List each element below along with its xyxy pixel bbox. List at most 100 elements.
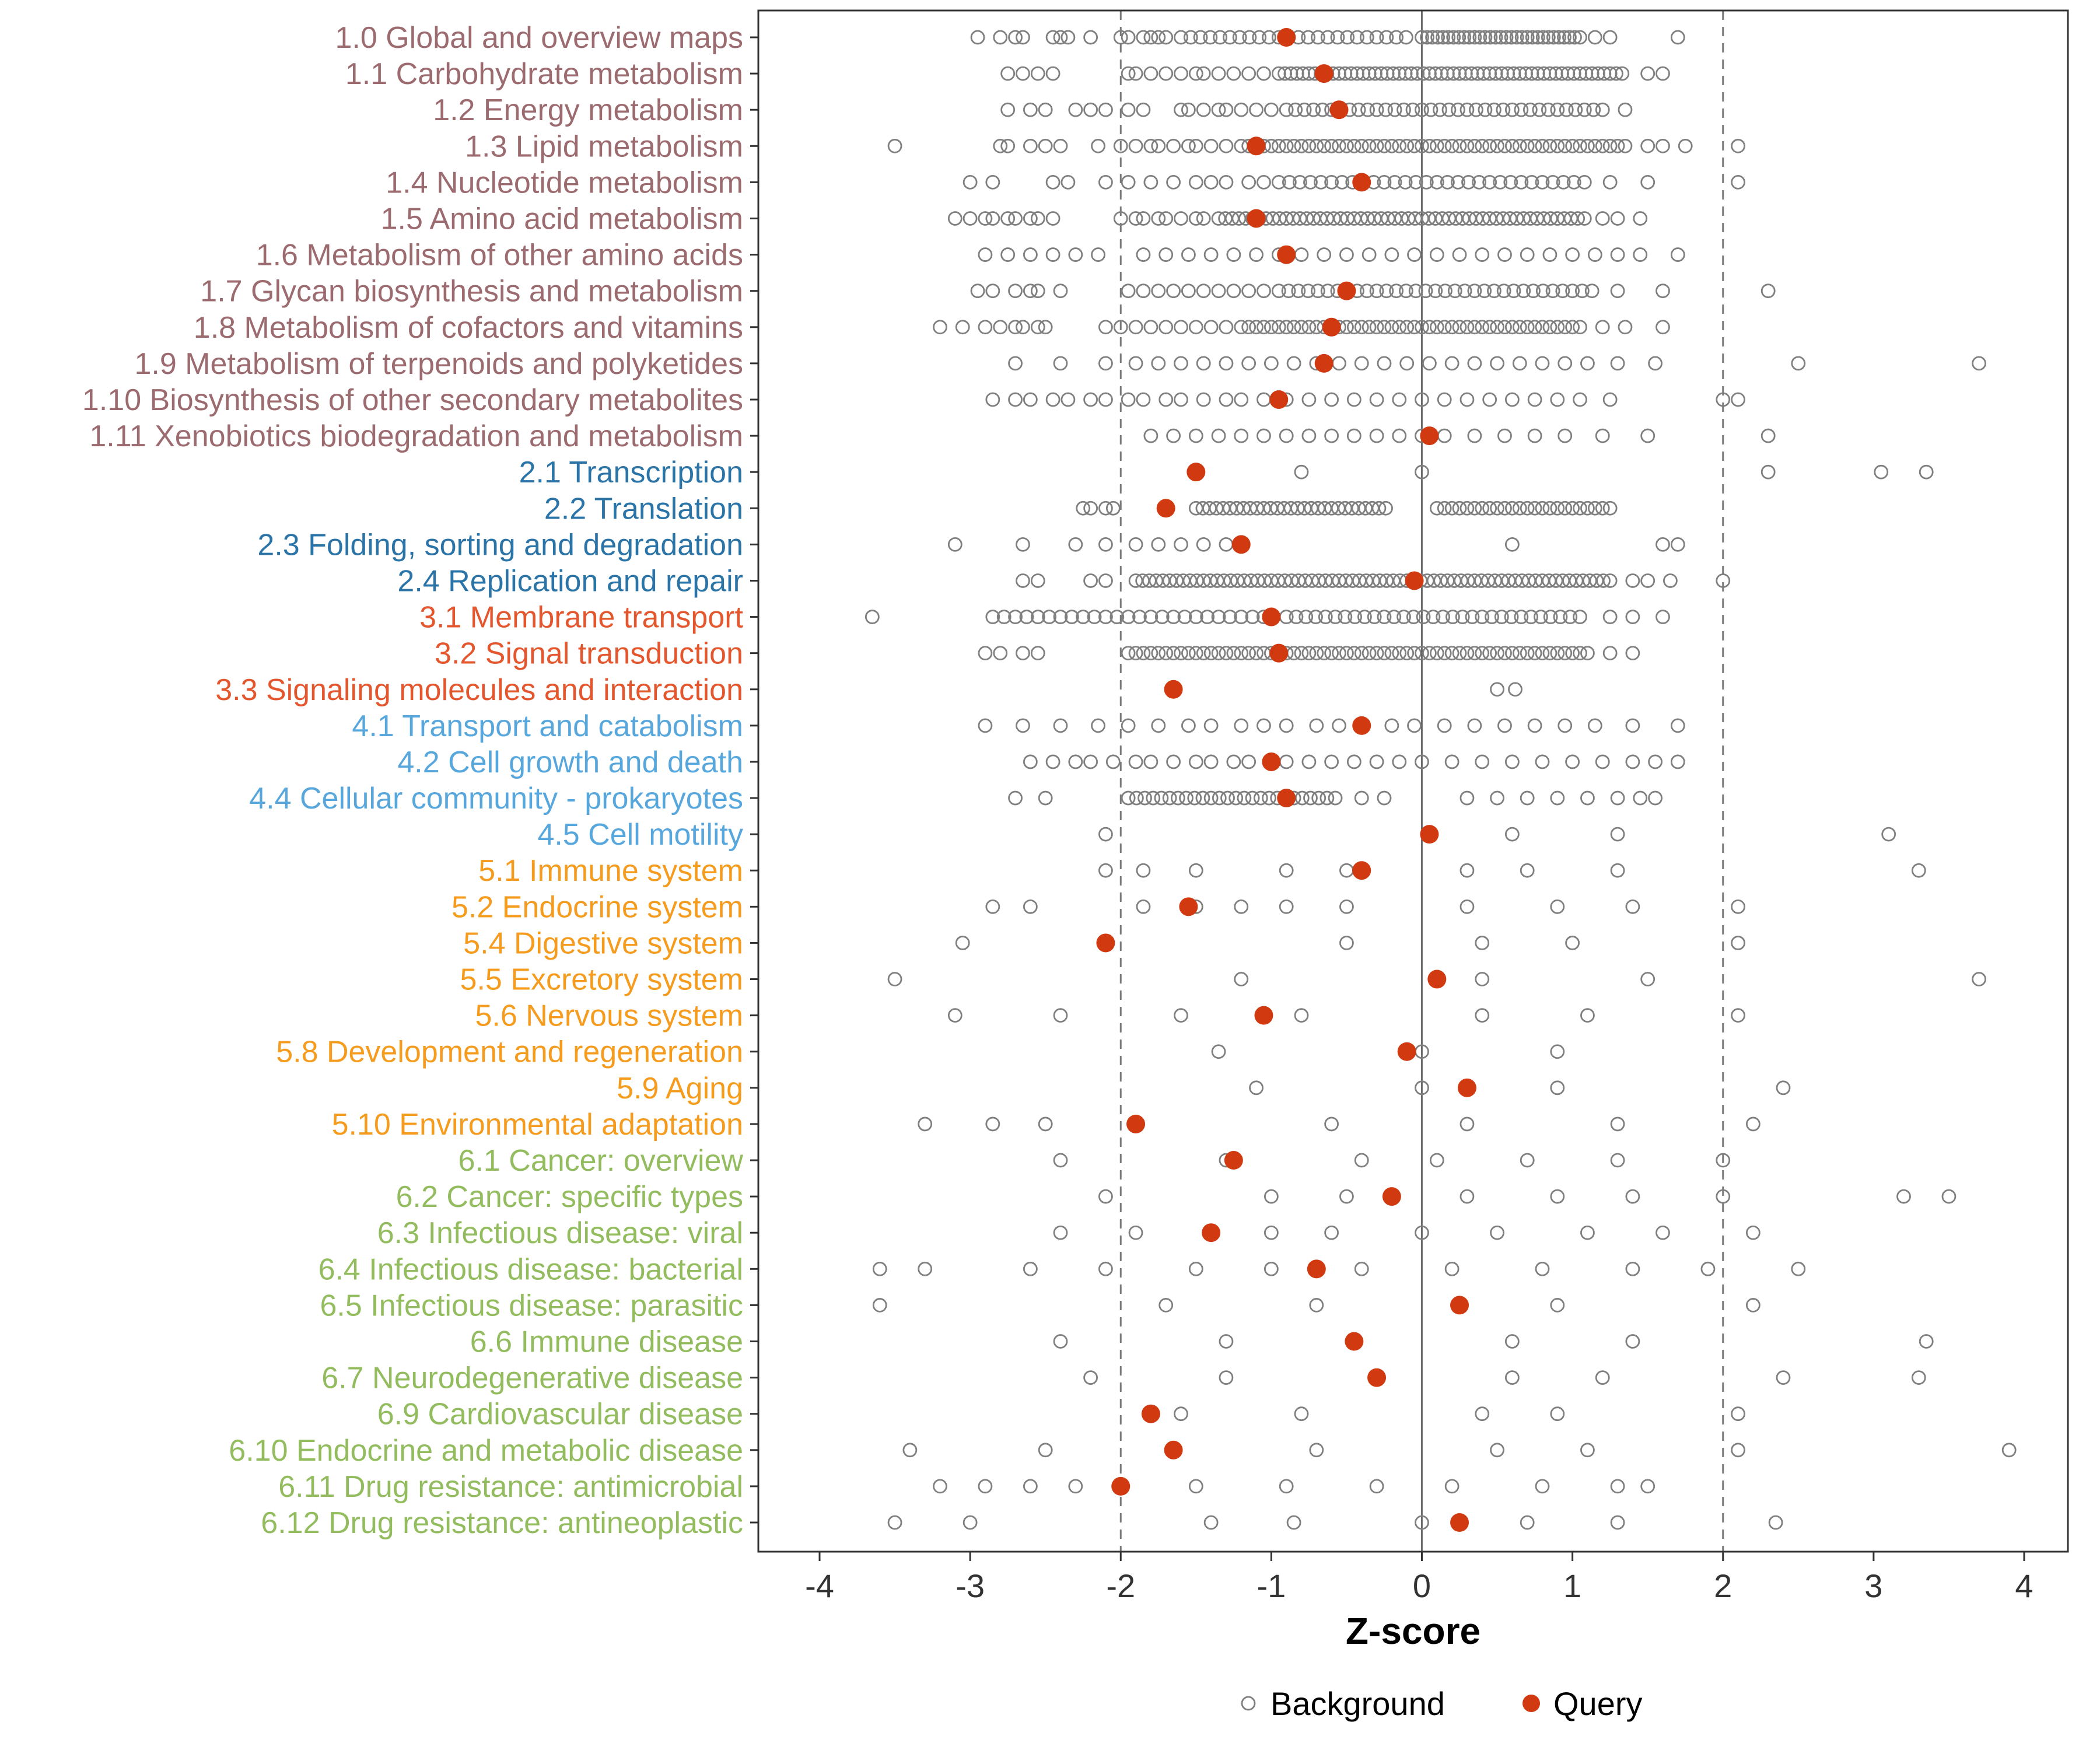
background-point	[1602, 392, 1618, 407]
background-point	[1610, 827, 1625, 842]
background-point	[1436, 610, 1451, 624]
background-point	[1038, 1443, 1053, 1458]
background-point	[1174, 102, 1188, 117]
category-label: 1.9 Metabolism of terpenoids and polyket…	[134, 347, 743, 381]
background-point	[1551, 30, 1566, 45]
background-point	[1415, 138, 1429, 153]
background-point	[1415, 1080, 1429, 1096]
background-point	[1625, 646, 1640, 661]
background-point	[1234, 646, 1249, 661]
background-point	[1532, 102, 1547, 117]
background-point	[1475, 1008, 1490, 1023]
background-point	[1467, 501, 1482, 516]
background-point	[1068, 102, 1083, 117]
background-point	[1023, 392, 1038, 407]
background-point	[1573, 138, 1587, 153]
background-point	[1392, 646, 1407, 661]
background-point	[1369, 754, 1384, 769]
background-point	[1346, 392, 1362, 407]
background-point	[993, 138, 1008, 153]
background-point	[1354, 1261, 1369, 1276]
background-point	[1455, 610, 1470, 624]
background-point	[1087, 610, 1102, 624]
background-point	[1000, 138, 1016, 153]
background-point	[1562, 30, 1577, 45]
background-point	[1091, 247, 1105, 262]
query-point	[1277, 789, 1296, 808]
background-point	[1557, 30, 1572, 45]
category-label: 1.3 Lipid metabolism	[465, 130, 743, 163]
background-point	[1174, 320, 1188, 335]
background-point	[1038, 790, 1053, 806]
background-point	[963, 174, 978, 190]
legend-query-marker	[1522, 1695, 1540, 1712]
background-point	[1384, 320, 1399, 335]
background-point	[1113, 30, 1128, 45]
background-point	[1545, 174, 1560, 190]
background-point	[1264, 356, 1279, 371]
category-label: 1.6 Metabolism of other amino acids	[256, 239, 743, 272]
background-point	[1731, 174, 1745, 190]
background-point	[1504, 1370, 1520, 1385]
background-point	[1317, 646, 1332, 661]
background-point	[1392, 428, 1407, 443]
category-label: 6.5 Infectious disease: parasitic	[320, 1289, 743, 1322]
background-point	[1000, 102, 1016, 117]
background-point	[1467, 428, 1482, 443]
background-point	[887, 1515, 902, 1530]
background-point	[1053, 1334, 1068, 1349]
query-point	[1314, 354, 1334, 373]
background-point	[1196, 392, 1211, 407]
background-point	[1008, 392, 1023, 407]
background-point	[1309, 138, 1324, 153]
background-point	[1098, 537, 1113, 552]
background-point	[1053, 1225, 1068, 1240]
background-point	[1219, 102, 1234, 117]
background-point	[1143, 138, 1158, 153]
background-point	[887, 138, 902, 153]
background-point	[1174, 66, 1188, 81]
background-point	[1183, 30, 1198, 45]
background-point	[1359, 284, 1374, 299]
background-point	[1387, 610, 1402, 624]
background-point	[1610, 211, 1625, 226]
background-point	[1249, 1080, 1264, 1096]
background-point	[1398, 30, 1413, 45]
background-point	[1451, 174, 1465, 190]
background-point	[1328, 610, 1343, 624]
background-point	[1919, 1334, 1934, 1349]
background-point	[1324, 1116, 1339, 1132]
category-label: 6.6 Immune disease	[470, 1325, 743, 1359]
background-point	[1392, 138, 1407, 153]
background-point	[1151, 718, 1166, 733]
background-point	[1154, 790, 1169, 806]
background-point	[1219, 392, 1234, 407]
background-point	[1558, 718, 1573, 733]
background-point	[1076, 610, 1091, 624]
background-point	[1339, 1189, 1354, 1204]
background-point	[1226, 646, 1241, 661]
background-point	[1146, 790, 1161, 806]
background-point	[1098, 320, 1113, 335]
background-point	[1490, 356, 1504, 371]
plot-panel	[758, 10, 2068, 1552]
background-point	[1430, 30, 1446, 45]
background-point	[1136, 899, 1151, 914]
background-point	[1377, 174, 1392, 190]
background-point	[1633, 790, 1648, 806]
background-point	[1384, 247, 1399, 262]
background-point	[1392, 320, 1407, 335]
background-point	[1128, 1225, 1143, 1240]
background-point	[1016, 320, 1030, 335]
background-point	[1369, 646, 1384, 661]
background-point	[1030, 610, 1045, 624]
background-point	[1493, 30, 1508, 45]
background-point	[1128, 754, 1143, 769]
background-point	[1310, 30, 1325, 45]
background-point	[1143, 610, 1158, 624]
background-point	[1467, 646, 1482, 661]
query-point	[1262, 752, 1281, 771]
background-point	[1000, 247, 1016, 262]
background-point	[1098, 1189, 1113, 1204]
background-point	[1339, 138, 1354, 153]
